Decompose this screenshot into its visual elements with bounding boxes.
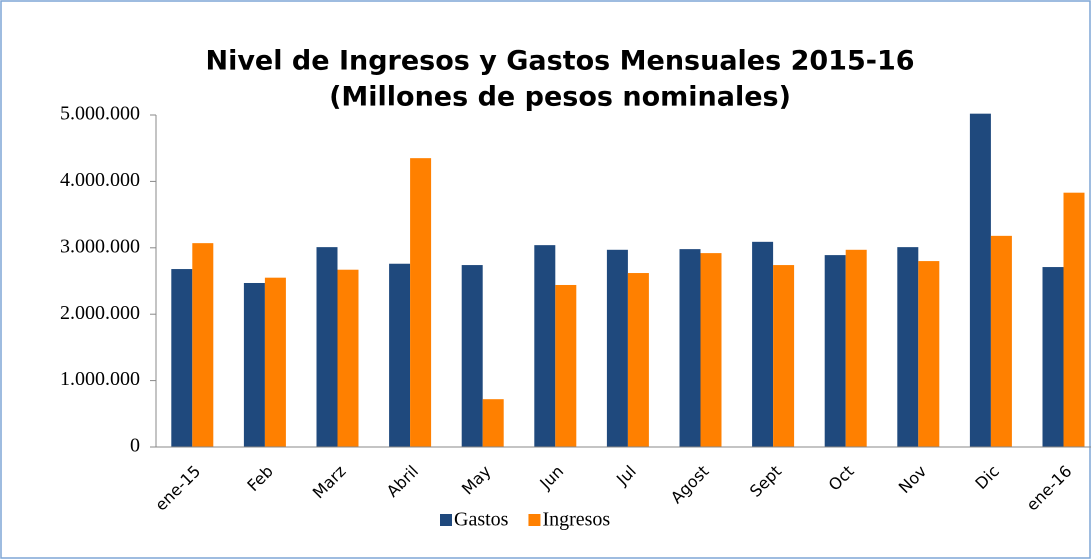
legend-swatch [440, 514, 452, 526]
bar [824, 255, 846, 447]
bar [679, 249, 701, 447]
legend-label: Gastos [454, 509, 509, 531]
bar [845, 249, 867, 447]
bar [990, 235, 1012, 447]
bar [752, 241, 774, 447]
bar [606, 249, 628, 447]
bar [897, 247, 919, 447]
bar [461, 265, 483, 447]
bar [555, 284, 577, 447]
bar [410, 158, 432, 447]
bar [918, 261, 940, 447]
bar [534, 245, 556, 447]
legend-swatch [528, 514, 541, 526]
y-tick-label: 3.000.000 [60, 235, 140, 257]
bar [1063, 192, 1085, 447]
bar [243, 282, 265, 447]
bar [316, 247, 338, 447]
bar [264, 277, 286, 447]
chart-title: Nivel de Ingresos y Gastos Mensuales 201… [205, 46, 914, 77]
bar [969, 113, 991, 447]
bar [627, 273, 649, 447]
bar [773, 265, 795, 447]
legend-label: Ingresos [542, 509, 610, 531]
bar [1042, 267, 1064, 447]
bar [700, 253, 722, 447]
chart-subtitle: (Millones de pesos nominales) [329, 82, 791, 113]
y-tick-label: 1.000.000 [60, 368, 140, 390]
bar [171, 269, 193, 447]
y-tick-label: 0 [130, 435, 140, 457]
y-tick-label: 4.000.000 [60, 169, 140, 191]
y-tick-label: 2.000.000 [60, 302, 140, 324]
bar [389, 263, 411, 447]
y-tick-label: 5.000.000 [60, 103, 140, 125]
bar [482, 399, 504, 447]
bar [337, 269, 359, 447]
bar [192, 243, 214, 447]
